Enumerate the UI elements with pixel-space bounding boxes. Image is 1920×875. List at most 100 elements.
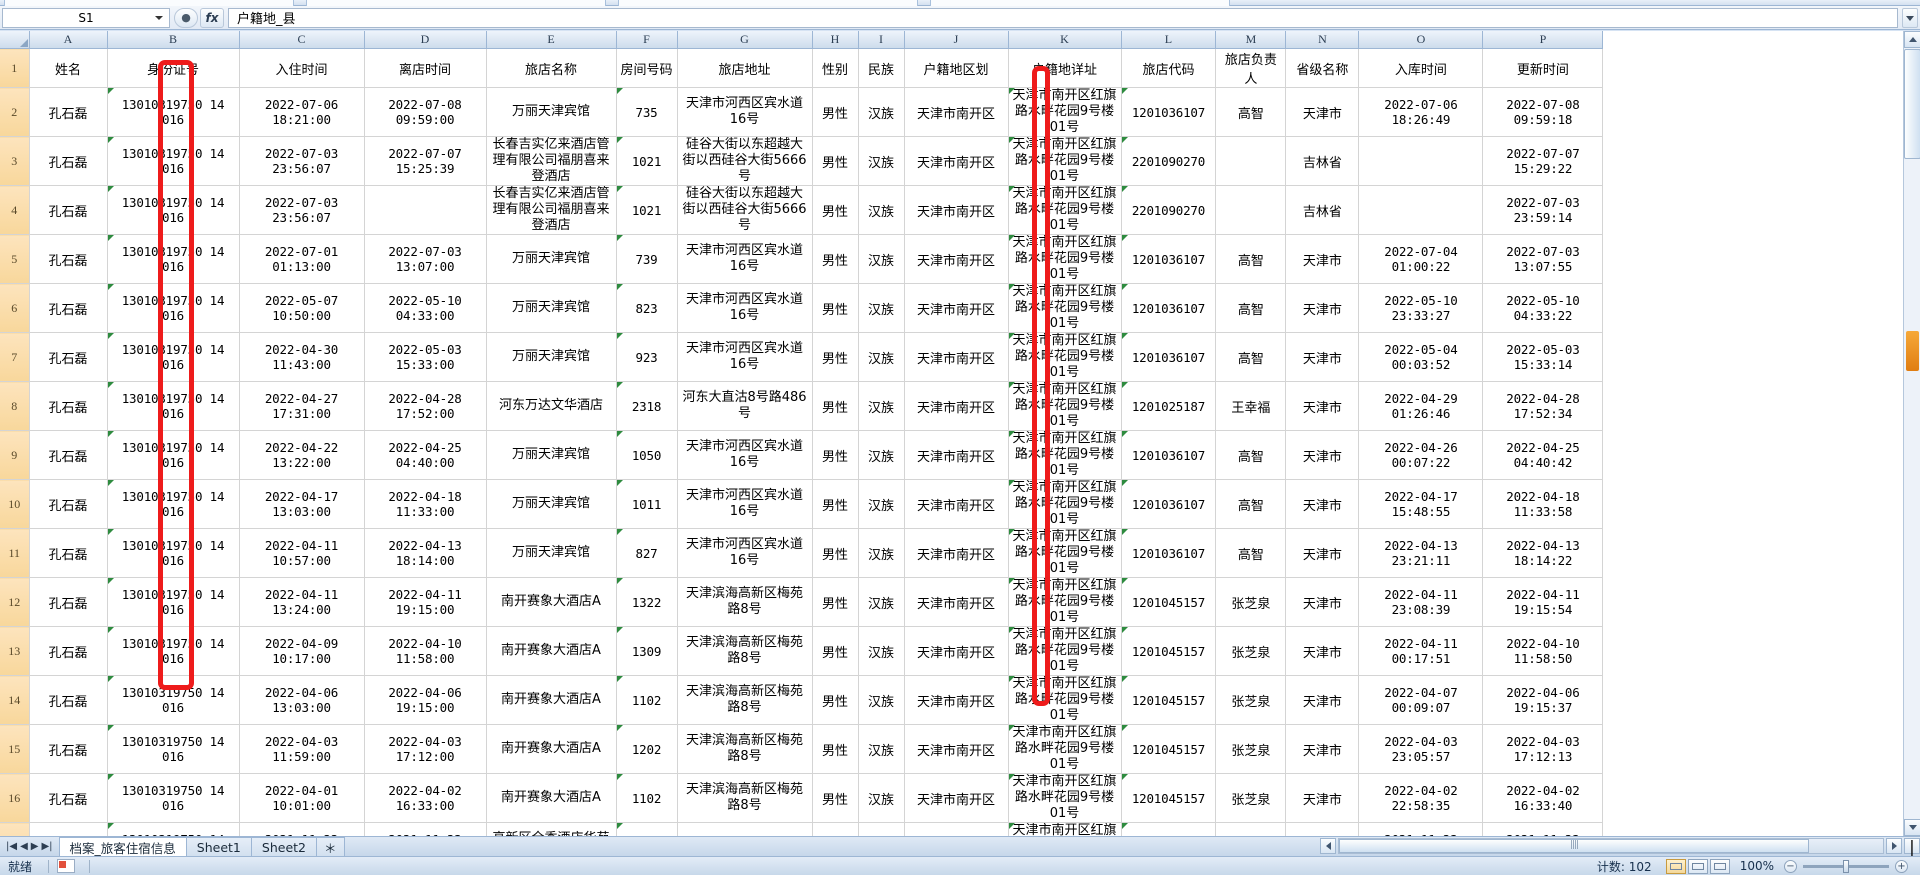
cell-F7[interactable]: 923 xyxy=(616,332,678,382)
cell-C16[interactable]: 2022-04-01 10:01:00 xyxy=(239,773,365,823)
cell-H9[interactable]: 男性 xyxy=(812,430,859,480)
sheet-tab-1[interactable]: Sheet1 xyxy=(185,837,252,856)
cell-H12[interactable]: 男性 xyxy=(812,577,859,627)
column-header-F[interactable]: F xyxy=(616,31,678,49)
cell-G5[interactable]: 天津市河西区宾水道16号 xyxy=(677,234,813,284)
cell-N8[interactable]: 天津市 xyxy=(1285,381,1360,431)
cell-J10[interactable]: 天津市南开区 xyxy=(904,479,1009,529)
cell-F3[interactable]: 1021 xyxy=(616,136,678,186)
cell-N7[interactable]: 天津市 xyxy=(1285,332,1360,382)
cell-C11[interactable]: 2022-04-11 10:57:00 xyxy=(239,528,365,578)
cell-N12[interactable]: 天津市 xyxy=(1285,577,1360,627)
cell-K7[interactable]: 天津市南开区红旗路水畔花园9号楼 01号 xyxy=(1008,332,1122,382)
cell-F11[interactable]: 827 xyxy=(616,528,678,578)
cell-H14[interactable]: 男性 xyxy=(812,675,859,725)
cell-P11[interactable]: 2022-04-13 18:14:22 xyxy=(1482,528,1604,578)
cell-O12[interactable]: 2022-04-11 23:08:39 xyxy=(1358,577,1484,627)
cell-O11[interactable]: 2022-04-13 23:21:11 xyxy=(1358,528,1484,578)
cell-C17[interactable]: 2021-11-23 12:49:00 xyxy=(239,822,365,836)
cell-P10[interactable]: 2022-04-18 11:33:58 xyxy=(1482,479,1604,529)
cell-N3[interactable]: 吉林省 xyxy=(1285,136,1360,186)
row-header-7[interactable]: 7 xyxy=(0,332,30,382)
cell-E15[interactable]: 南开赛象大酒店A xyxy=(486,724,617,774)
cell-I9[interactable]: 汉族 xyxy=(858,430,905,480)
cell-P16[interactable]: 2022-04-02 16:33:40 xyxy=(1482,773,1604,823)
cell-F5[interactable]: 739 xyxy=(616,234,678,284)
cell-P9[interactable]: 2022-04-25 04:40:42 xyxy=(1482,430,1604,480)
cell-K17[interactable]: 天津市南开区红旗路水畔花园9号楼 01号 xyxy=(1008,822,1122,836)
cell-A8[interactable]: 孔石磊 xyxy=(29,381,108,431)
cell-A4[interactable]: 孔石磊 xyxy=(29,185,108,235)
header-cell-H[interactable]: 性别 xyxy=(812,48,859,88)
cell-A17[interactable]: 孔石磊 xyxy=(29,822,108,836)
cell-G13[interactable]: 天津滨海高新区梅苑路8号 xyxy=(677,626,813,676)
cell-A7[interactable]: 孔石磊 xyxy=(29,332,108,382)
cell-A9[interactable]: 孔石磊 xyxy=(29,430,108,480)
table-row[interactable]: 9 孔石磊 13010319750 14 016 2022-04-22 13:22:0… xyxy=(0,430,1604,480)
table-row[interactable]: 14 孔石磊 13010319750 14 016 2022-04-06 13:03:… xyxy=(0,675,1604,725)
cell-M11[interactable]: 高智 xyxy=(1215,528,1287,578)
cell-E2[interactable]: 万丽天津宾馆 xyxy=(486,87,617,137)
cell-B16[interactable]: 13010319750 14 016 xyxy=(107,773,240,823)
cell-C13[interactable]: 2022-04-09 10:17:00 xyxy=(239,626,365,676)
cell-O4[interactable] xyxy=(1358,185,1484,235)
header-cell-F[interactable]: 房间号码 xyxy=(616,48,678,88)
cell-D13[interactable]: 2022-04-10 11:58:00 xyxy=(364,626,487,676)
header-cell-A[interactable]: 姓名 xyxy=(29,48,108,88)
cell-G3[interactable]: 硅谷大街以东超越大街以西硅谷大街5666号 xyxy=(677,136,813,186)
cell-H3[interactable]: 男性 xyxy=(812,136,859,186)
cell-C3[interactable]: 2022-07-03 23:56:07 xyxy=(239,136,365,186)
cell-A12[interactable]: 孔石磊 xyxy=(29,577,108,627)
cell-O13[interactable]: 2022-04-11 00:17:51 xyxy=(1358,626,1484,676)
cell-M4[interactable] xyxy=(1215,185,1287,235)
cell-K11[interactable]: 天津市南开区红旗路水畔花园9号楼 01号 xyxy=(1008,528,1122,578)
cell-J6[interactable]: 天津市南开区 xyxy=(904,283,1009,333)
row-header-1[interactable]: 1 xyxy=(0,48,30,88)
vertical-scroll-thumb[interactable] xyxy=(1904,49,1920,159)
cell-K13[interactable]: 天津市南开区红旗路水畔花园9号楼 01号 xyxy=(1008,626,1122,676)
header-cell-E[interactable]: 旅店名称 xyxy=(486,48,617,88)
cell-O7[interactable]: 2022-05-04 00:03:52 xyxy=(1358,332,1484,382)
cell-N4[interactable]: 吉林省 xyxy=(1285,185,1360,235)
cell-H16[interactable]: 男性 xyxy=(812,773,859,823)
cell-C4[interactable]: 2022-07-03 23:56:07 xyxy=(239,185,365,235)
cell-I15[interactable]: 汉族 xyxy=(858,724,905,774)
cell-B2[interactable]: 13010319750 14 016 xyxy=(107,87,240,137)
cell-K9[interactable]: 天津市南开区红旗路水畔花园9号楼 01号 xyxy=(1008,430,1122,480)
cell-B15[interactable]: 13010319750 14 016 xyxy=(107,724,240,774)
cell-E9[interactable]: 万丽天津宾馆 xyxy=(486,430,617,480)
cell-P15[interactable]: 2022-04-03 17:12:13 xyxy=(1482,724,1604,774)
cell-E5[interactable]: 万丽天津宾馆 xyxy=(486,234,617,284)
cell-C7[interactable]: 2022-04-30 11:43:00 xyxy=(239,332,365,382)
cell-F6[interactable]: 823 xyxy=(616,283,678,333)
cell-K2[interactable]: 天津市南开区红旗路水畔花园9号楼 01号 xyxy=(1008,87,1122,137)
cell-L15[interactable]: 1201045157 xyxy=(1121,724,1217,774)
cell-P2[interactable]: 2022-07-08 09:59:18 xyxy=(1482,87,1604,137)
table-row[interactable]: 11 孔石磊 13010319750 14 016 2022-04-11 10:57:… xyxy=(0,528,1604,578)
cell-J17[interactable]: 天津市南开区 xyxy=(904,822,1009,836)
cell-L16[interactable]: 1201045157 xyxy=(1121,773,1217,823)
hscroll-track[interactable] xyxy=(1338,838,1884,854)
cell-E14[interactable]: 南开赛象大酒店A xyxy=(486,675,617,725)
cell-K8[interactable]: 天津市南开区红旗路水畔花园9号楼 01号 xyxy=(1008,381,1122,431)
row-header-13[interactable]: 13 xyxy=(0,626,30,676)
header-cell-J[interactable]: 户籍地区划 xyxy=(904,48,1009,88)
cell-O14[interactable]: 2022-04-07 00:09:07 xyxy=(1358,675,1484,725)
column-header-N[interactable]: N xyxy=(1285,31,1360,49)
cell-C12[interactable]: 2022-04-11 13:24:00 xyxy=(239,577,365,627)
cell-E4[interactable]: 长春吉实亿来酒店管理有限公司福朋喜来登酒店 xyxy=(486,185,617,235)
header-cell-O[interactable]: 入库时间 xyxy=(1358,48,1484,88)
cell-D9[interactable]: 2022-04-25 04:40:00 xyxy=(364,430,487,480)
cell-C14[interactable]: 2022-04-06 13:03:00 xyxy=(239,675,365,725)
row-header-3[interactable]: 3 xyxy=(0,136,30,186)
cell-P14[interactable]: 2022-04-06 19:15:37 xyxy=(1482,675,1604,725)
cell-I17[interactable]: 汉族 xyxy=(858,822,905,836)
row-header-5[interactable]: 5 xyxy=(0,234,30,284)
zoom-slider[interactable]: − + xyxy=(1784,859,1908,873)
row-header-15[interactable]: 15 xyxy=(0,724,30,774)
cell-C5[interactable]: 2022-07-01 01:13:00 xyxy=(239,234,365,284)
page-layout-view-button[interactable] xyxy=(1687,858,1708,874)
cell-L7[interactable]: 1201036107 xyxy=(1121,332,1217,382)
cell-I13[interactable]: 汉族 xyxy=(858,626,905,676)
cell-O10[interactable]: 2022-04-17 15:48:55 xyxy=(1358,479,1484,529)
